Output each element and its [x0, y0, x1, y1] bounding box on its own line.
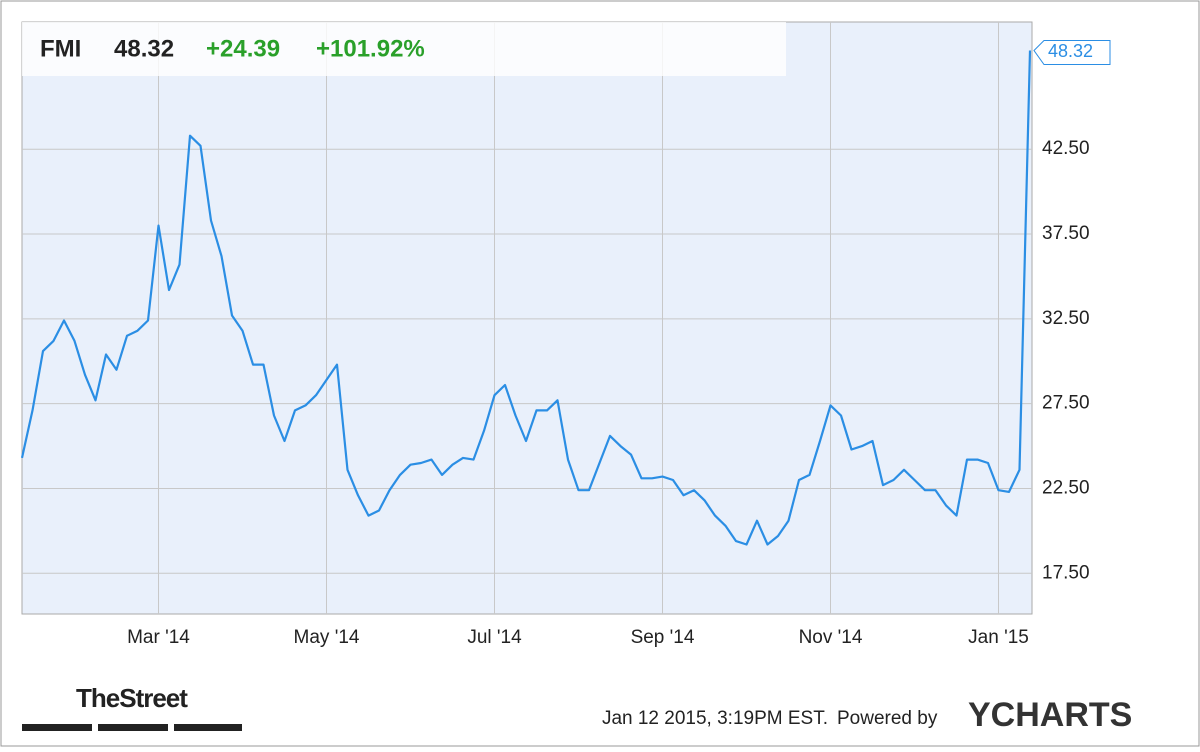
last-flag	[1033, 39, 1111, 65]
x-tick-label: Jan '15	[968, 627, 1029, 648]
y-tick-label: 27.50	[1042, 393, 1090, 414]
x-tick-label: May '14	[294, 627, 360, 648]
grid	[22, 22, 1032, 614]
x-tick-label: Mar '14	[127, 627, 190, 648]
y-tick-label: 37.50	[1042, 223, 1090, 244]
provider: YCHARTS	[968, 696, 1132, 734]
price: 48.32	[114, 35, 174, 62]
brand-bar	[98, 724, 168, 731]
header-box	[22, 22, 786, 76]
plot	[20, 50, 1032, 546]
x-tick-label: Nov '14	[799, 627, 863, 648]
powered-by: Powered by	[837, 708, 938, 729]
brand-bar	[174, 724, 242, 731]
y-tick-label: 42.50	[1042, 138, 1090, 159]
timestamp: Jan 12 2015, 3:19PM EST.	[602, 708, 828, 729]
y-tick-label: 32.50	[1042, 308, 1090, 329]
plot-area	[21, 21, 1033, 615]
price-line	[20, 50, 1032, 546]
y-tick-label: 17.50	[1042, 562, 1090, 583]
last-value-label: 48.32	[1048, 41, 1093, 61]
x-tick-label: Sep '14	[631, 627, 695, 648]
ticker: FMI	[40, 35, 81, 62]
y-tick-label: 22.50	[1042, 477, 1090, 498]
brand-bar	[22, 724, 92, 731]
change: +24.39	[206, 35, 280, 62]
x-tick-label: Jul '14	[467, 627, 522, 648]
brand: TheStreet	[76, 683, 188, 713]
change-pct: +101.92%	[316, 35, 425, 62]
